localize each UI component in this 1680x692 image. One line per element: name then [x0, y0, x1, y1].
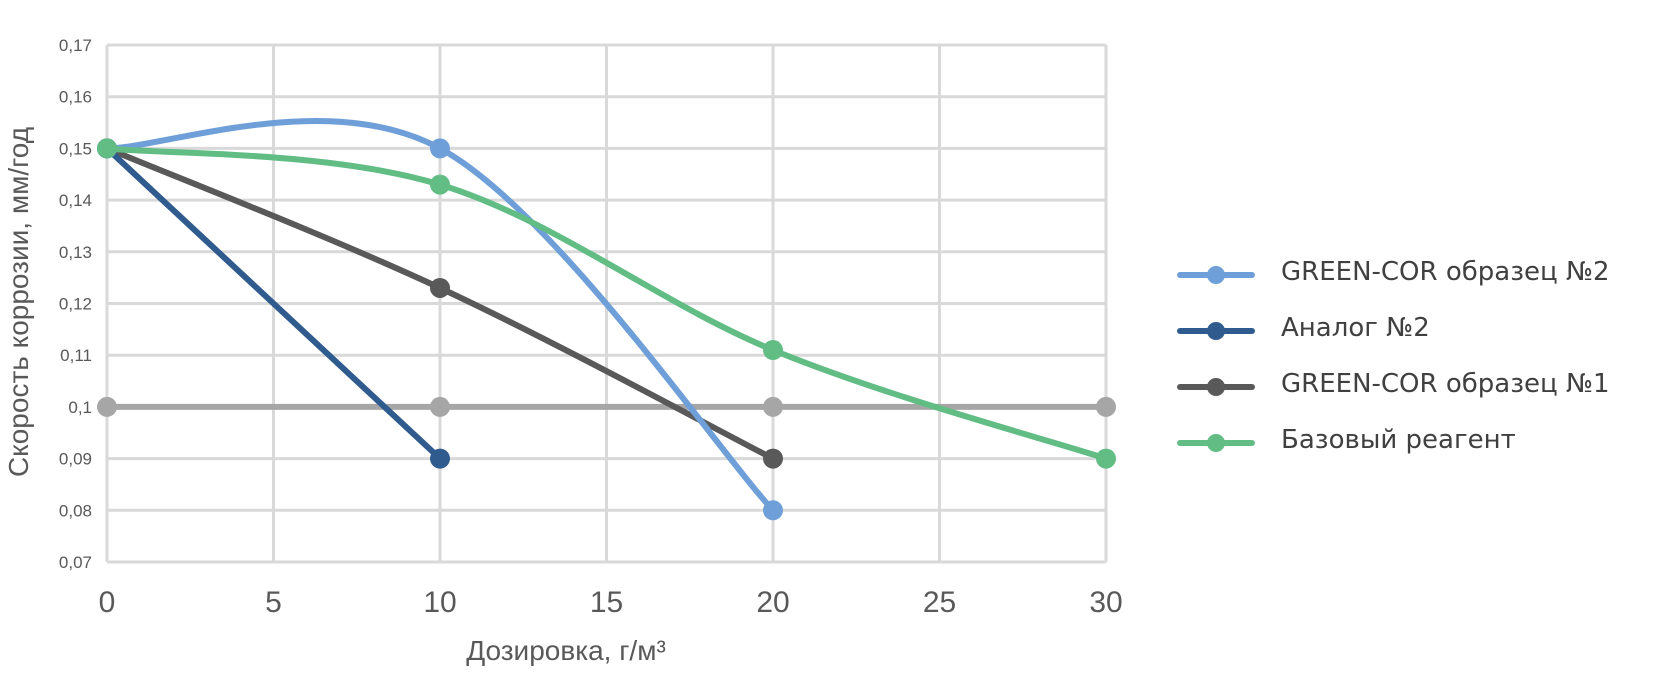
data-point — [97, 138, 117, 159]
series-layer — [97, 118, 1116, 521]
legend-label: GREEN-COR образец №1 — [1281, 369, 1610, 399]
y-axis-title: Скорость коррозии, мм/год — [3, 127, 34, 477]
data-point — [97, 396, 117, 417]
series-line — [104, 145, 443, 462]
series-line — [104, 145, 1109, 462]
series-3 — [97, 138, 1116, 469]
x-tick-label: 15 — [590, 586, 623, 619]
data-point — [430, 138, 450, 159]
y-tick-label: 0,12 — [59, 295, 92, 314]
data-point — [763, 500, 783, 521]
y-tick-label: 0,07 — [59, 553, 92, 572]
y-tick-label: 0,09 — [59, 450, 92, 469]
data-point — [430, 396, 450, 417]
x-tick-label: 0 — [99, 586, 116, 619]
data-point — [1096, 396, 1116, 417]
data-point — [430, 277, 450, 298]
y-tick-label: 0,13 — [59, 243, 92, 262]
legend-swatch — [1177, 434, 1255, 452]
legend-swatch — [1177, 322, 1255, 340]
y-tick-label: 0,08 — [59, 501, 92, 520]
y-axis-ticks: 0,07 0,08 0,09 0,1 0,11 0,12 0,13 0,14 0,15 0,16 0… — [59, 36, 92, 572]
x-axis-title: Дозировка, г/м³ — [466, 635, 666, 666]
data-point — [763, 396, 783, 417]
x-tick-label: 5 — [265, 586, 282, 619]
x-tick-label: 30 — [1089, 586, 1122, 619]
x-tick-label: 10 — [423, 586, 456, 619]
legend-label: Аналог №2 — [1281, 313, 1430, 343]
y-tick-label: 0,16 — [59, 88, 92, 107]
data-point — [430, 448, 450, 469]
y-tick-label: 0,14 — [59, 191, 92, 210]
data-point — [763, 448, 783, 469]
data-point — [1096, 448, 1116, 469]
y-tick-label: 0,17 — [59, 36, 92, 55]
x-axis-ticks: 0 5 10 15 20 25 30 — [99, 586, 1123, 619]
legend-swatch — [1177, 378, 1255, 396]
y-tick-label: 0,15 — [59, 139, 92, 158]
legend-label: GREEN-COR образец №2 — [1281, 257, 1610, 287]
x-tick-label: 20 — [756, 586, 789, 619]
data-point — [763, 340, 783, 361]
data-point — [430, 174, 450, 195]
legend-label: Базовый реагент — [1281, 425, 1516, 455]
y-tick-label: 0,11 — [60, 346, 92, 365]
legend-swatch — [1177, 266, 1255, 284]
x-tick-label: 25 — [923, 586, 956, 619]
series-line — [104, 118, 776, 514]
y-tick-label: 0,1 — [68, 398, 92, 417]
